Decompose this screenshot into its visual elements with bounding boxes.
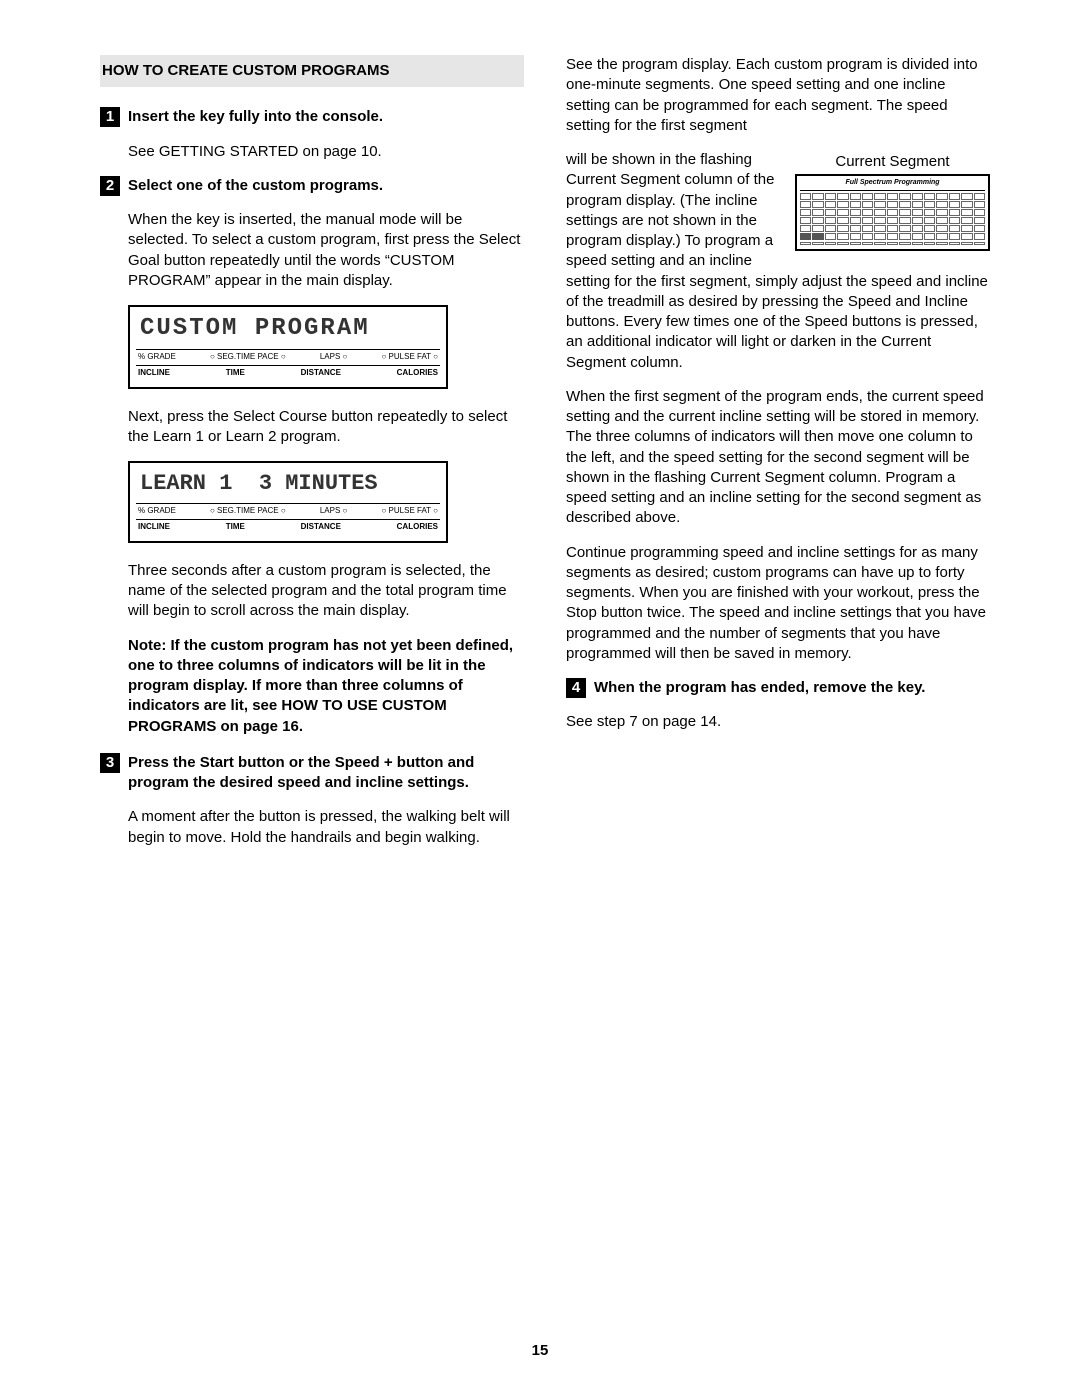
step-1-body: See GETTING STARTED on page 10. (128, 142, 524, 162)
step-1: 1 Insert the key fully into the console. (100, 107, 524, 127)
step-3-title: Press the Start button or the Speed + bu… (128, 753, 524, 794)
step-4-body: See step 7 on page 14. (566, 712, 990, 732)
step-2-body-3: Three seconds after a custom program is … (128, 561, 524, 622)
right-p2: When the first segment of the program en… (566, 387, 990, 529)
current-segment-diagram: Current Segment Full Spectrum Programmin… (795, 152, 990, 251)
lcd-2-row-2: INCLINE TIME DISTANCE CALORIES (136, 522, 440, 533)
step-2: 2 Select one of the custom programs. (100, 176, 524, 196)
step-2-body-1: When the key is inserted, the manual mod… (128, 210, 524, 291)
step-3: 3 Press the Start button or the Speed + … (100, 753, 524, 794)
lcd-1-text: CUSTOM PROGRAM (136, 313, 440, 347)
segment-grid (800, 193, 985, 240)
lcd-1-row-2: INCLINE TIME DISTANCE CALORIES (136, 368, 440, 379)
step-4-number: 4 (566, 678, 586, 698)
step-3-number: 3 (100, 753, 120, 773)
right-column: See the program display. Each custom pro… (566, 55, 990, 862)
step-1-title: Insert the key fully into the console. (128, 107, 524, 127)
step-4: 4 When the program has ended, remove the… (566, 678, 990, 698)
left-column: HOW TO CREATE CUSTOM PROGRAMS 1 Insert t… (100, 55, 524, 862)
step-2-note: Note: If the custom program has not yet … (128, 636, 524, 737)
right-p1-top: See the program display. Each custom pro… (566, 55, 990, 136)
segment-thin-row (800, 242, 985, 245)
lcd-display-learn: LEARN 1 3 MINUTES % GRADE ○ SEG.TIME PAC… (128, 461, 448, 542)
lcd-2-text: LEARN 1 3 MINUTES (136, 469, 440, 501)
segment-title: Current Segment (795, 152, 990, 172)
step-1-number: 1 (100, 107, 120, 127)
section-heading: HOW TO CREATE CUSTOM PROGRAMS (100, 55, 524, 87)
step-3-body: A moment after the button is pressed, th… (128, 807, 524, 848)
page-number: 15 (0, 1341, 1080, 1361)
segment-subtitle: Full Spectrum Programming (800, 178, 985, 190)
step-2-body-2: Next, press the Select Course button rep… (128, 407, 524, 448)
lcd-2-row-1: % GRADE ○ SEG.TIME PACE ○ LAPS ○ ○ PULSE… (136, 506, 440, 517)
lcd-1-row-1: % GRADE ○ SEG.TIME PACE ○ LAPS ○ ○ PULSE… (136, 352, 440, 363)
step-2-title: Select one of the custom programs. (128, 176, 524, 196)
step-4-title: When the program has ended, remove the k… (594, 678, 990, 698)
lcd-display-custom-program: CUSTOM PROGRAM % GRADE ○ SEG.TIME PACE ○… (128, 305, 448, 389)
step-2-number: 2 (100, 176, 120, 196)
right-p3: Continue programming speed and incline s… (566, 543, 990, 665)
